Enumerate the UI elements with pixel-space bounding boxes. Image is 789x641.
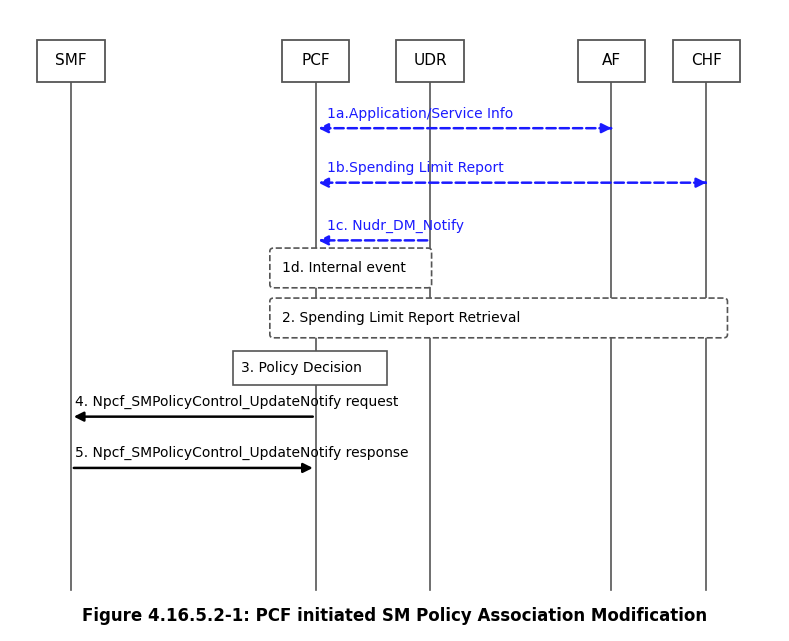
- Text: Figure 4.16.5.2-1: PCF initiated SM Policy Association Modification: Figure 4.16.5.2-1: PCF initiated SM Poli…: [82, 607, 707, 625]
- FancyBboxPatch shape: [396, 40, 464, 81]
- Text: 5. Npcf_SMPolicyControl_UpdateNotify response: 5. Npcf_SMPolicyControl_UpdateNotify res…: [75, 446, 409, 460]
- FancyBboxPatch shape: [37, 40, 104, 81]
- FancyBboxPatch shape: [672, 40, 739, 81]
- Text: AF: AF: [602, 53, 621, 69]
- Text: CHF: CHF: [690, 53, 722, 69]
- Text: 3. Policy Decision: 3. Policy Decision: [241, 361, 361, 375]
- FancyBboxPatch shape: [233, 351, 387, 385]
- Text: 4. Npcf_SMPolicyControl_UpdateNotify request: 4. Npcf_SMPolicyControl_UpdateNotify req…: [75, 395, 398, 409]
- Text: SMF: SMF: [55, 53, 87, 69]
- FancyBboxPatch shape: [282, 40, 350, 81]
- Text: 1b.Spending Limit Report: 1b.Spending Limit Report: [327, 161, 504, 175]
- Text: 1d. Internal event: 1d. Internal event: [282, 261, 406, 275]
- FancyBboxPatch shape: [270, 248, 432, 288]
- Text: 2. Spending Limit Report Retrieval: 2. Spending Limit Report Retrieval: [282, 311, 520, 325]
- Text: PCF: PCF: [301, 53, 330, 69]
- FancyBboxPatch shape: [270, 298, 727, 338]
- Text: 1c. Nudr_DM_Notify: 1c. Nudr_DM_Notify: [327, 219, 465, 233]
- FancyBboxPatch shape: [578, 40, 645, 81]
- Text: 1a.Application/Service Info: 1a.Application/Service Info: [327, 106, 514, 121]
- Text: UDR: UDR: [413, 53, 447, 69]
